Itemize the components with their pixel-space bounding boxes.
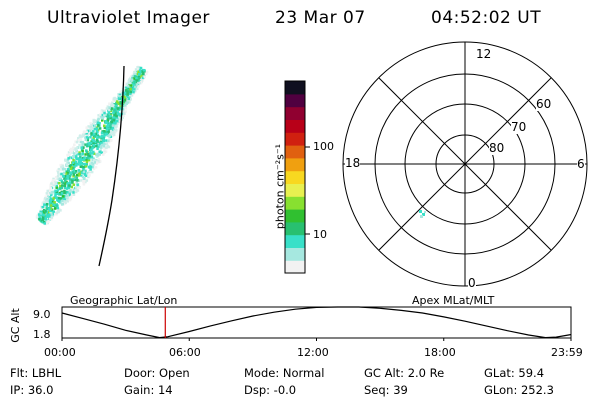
colorbar-segment	[285, 157, 305, 172]
info-flt: Flt: LBHL	[10, 366, 62, 380]
timeline-left-caption: Geographic Lat/Lon	[70, 294, 178, 307]
mlt-label-0: 0	[468, 276, 476, 290]
colorbar-gradient	[285, 81, 305, 274]
colorbar-segment	[285, 81, 305, 95]
colorbar-frame	[284, 80, 306, 274]
info-dsp: Dsp: -0.0	[244, 383, 297, 397]
timeline-xtick-1200: 12:00	[297, 346, 329, 359]
info-glat: GLat: 59.4	[484, 366, 545, 380]
timeline-ticks	[61, 338, 572, 341]
colorbar-segment	[285, 247, 305, 261]
colorbar-segment	[285, 132, 305, 146]
colorbar-segment	[285, 170, 305, 184]
mlt-label-6: 6	[577, 157, 585, 171]
app-title: Ultraviolet Imager	[47, 8, 210, 28]
colorbar-segment	[285, 221, 305, 236]
polar-aurora-patch	[419, 210, 426, 218]
colorbar-segment	[285, 119, 305, 133]
lat-label-70: 70	[511, 120, 527, 134]
timeline-xtick-0600: 06:00	[169, 346, 201, 359]
colorbar-segment	[285, 196, 305, 210]
colorbar-segment	[285, 145, 305, 159]
info-glon: GLon: 252.3	[484, 383, 554, 397]
date-label: 23 Mar 07	[275, 8, 366, 28]
colorbar-label-100: 100	[313, 140, 334, 153]
timeline-ytick-bottom: 1.8	[33, 328, 51, 341]
info-seq: Seq: 39	[364, 383, 408, 397]
info-gain: Gain: 14	[124, 383, 173, 397]
timeline-xtick-2359: 23:59	[551, 346, 583, 359]
aurora-emission-band	[35, 65, 149, 226]
colorbar-label-10: 10	[313, 228, 327, 241]
timeline-xtick-0000: 00:00	[44, 346, 76, 359]
terminator-line	[98, 65, 125, 267]
colorbar-segment	[285, 183, 305, 197]
colorbar-segment	[285, 209, 305, 223]
info-ip: IP: 36.0	[10, 383, 54, 397]
mlt-label-18: 18	[345, 156, 361, 170]
lat-label-60: 60	[536, 97, 552, 111]
polar-diagonal-2	[378, 77, 552, 251]
colorbar-segment	[285, 234, 305, 248]
lat-label-80: 80	[489, 141, 505, 155]
info-gcalt: GC Alt: 2.0 Re	[364, 366, 445, 380]
info-mode: Mode: Normal	[244, 366, 325, 380]
time-label: 04:52:02 UT	[431, 8, 542, 28]
info-door: Door: Open	[124, 366, 190, 380]
timeline-xtick-1800: 18:00	[424, 346, 456, 359]
timeline-right-caption: Apex MLat/MLT	[412, 294, 495, 307]
timeline-ytick-top: 9.0	[33, 308, 51, 321]
colorbar-segment	[285, 106, 305, 120]
altitude-curve	[61, 306, 571, 339]
colorbar-segment	[285, 93, 305, 108]
colorbar-segment	[285, 260, 305, 274]
mlt-label-12: 12	[475, 47, 493, 61]
